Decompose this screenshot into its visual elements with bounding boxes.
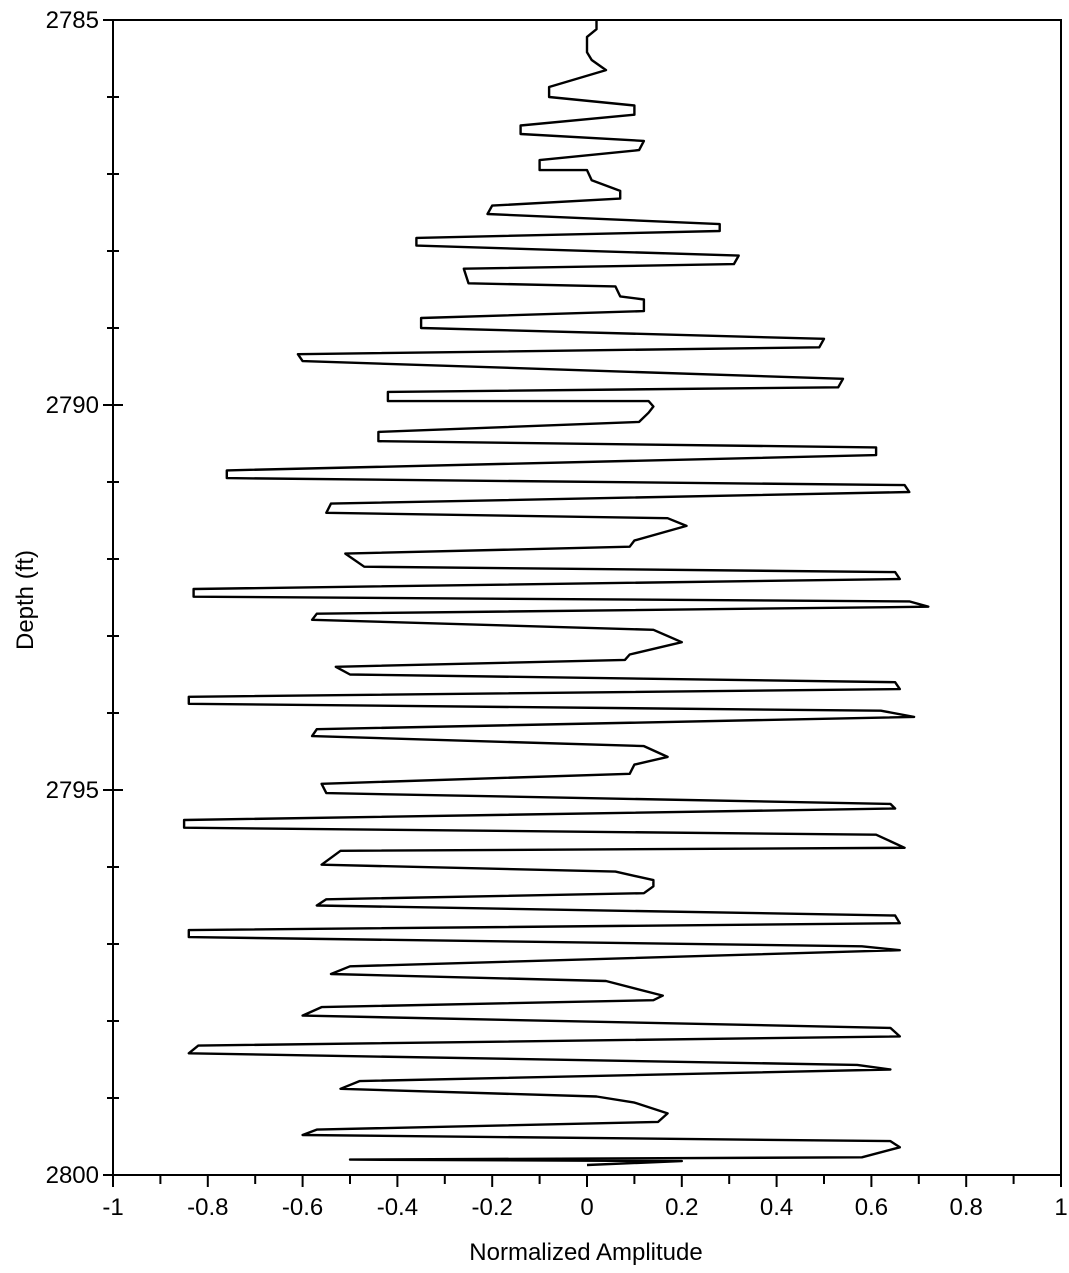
y-tick-label: 2795 [46, 777, 99, 804]
x-tick-label: -0.6 [282, 1194, 323, 1221]
x-tick-label: -0.4 [377, 1194, 418, 1221]
y-tick-label: 2785 [46, 7, 99, 34]
x-tick-label: -1 [102, 1194, 123, 1221]
x-axis-title: Normalized Amplitude [469, 1239, 702, 1266]
amplitude-trace-line [182, 20, 930, 1167]
x-tick-label: 1 [1054, 1194, 1067, 1221]
series-layer [182, 20, 930, 1167]
x-tick-label: -0.2 [472, 1194, 513, 1221]
x-tick-label: -0.8 [187, 1194, 228, 1221]
y-axis-title: Depth (ft) [12, 550, 39, 650]
y-axis-tick-labels: 2785 2790 2795 2800 [46, 7, 99, 1189]
x-tick-label: 0.2 [665, 1194, 698, 1221]
y-tick-label: 2790 [46, 392, 99, 419]
x-axis-ticks [112, 1175, 1062, 1187]
x-axis-tick-labels: -1 -0.8 -0.6 -0.4 -0.2 0 0.2 0.4 0.6 0.8 1 [102, 1194, 1067, 1221]
y-tick-label: 2800 [46, 1162, 99, 1189]
x-tick-label: 0 [580, 1194, 593, 1221]
x-tick-label: 0.8 [950, 1194, 983, 1221]
y-axis-ticks [103, 19, 123, 1176]
x-tick-label: 0.4 [760, 1194, 793, 1221]
x-tick-label: 0.6 [855, 1194, 888, 1221]
